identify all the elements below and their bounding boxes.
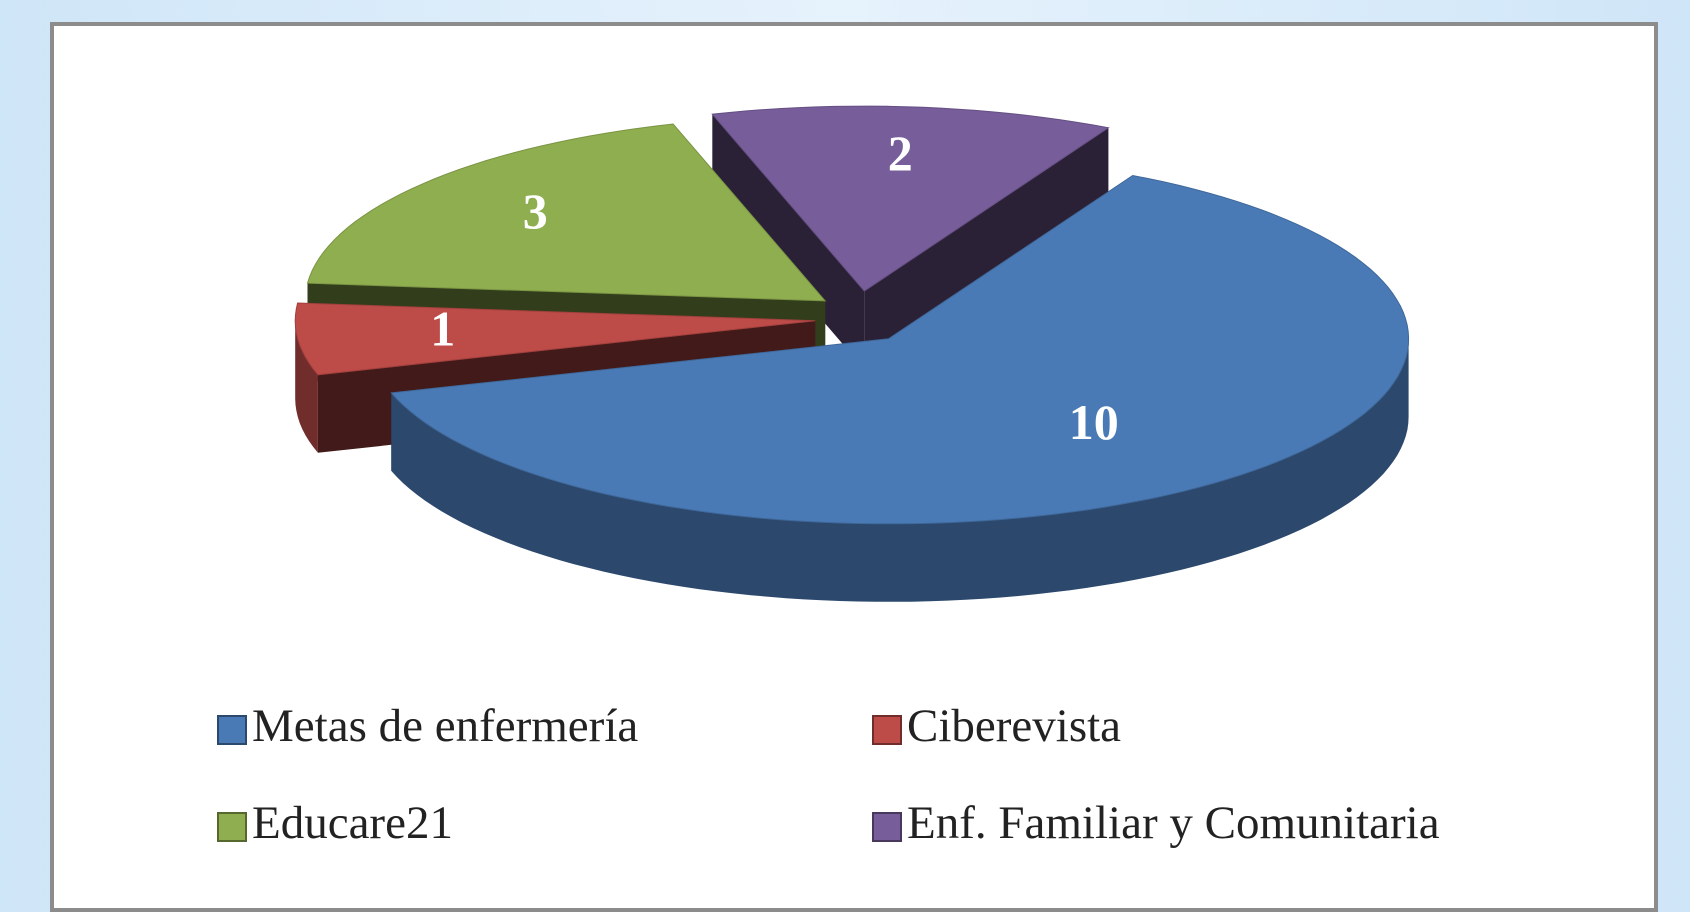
- slice-radial-wall: [712, 114, 865, 370]
- slice-top: [390, 174, 1410, 525]
- pie-slice: [711, 105, 1110, 370]
- slice-radial-wall: [864, 127, 1109, 370]
- slice-top: [306, 123, 827, 302]
- pie-slice: [390, 174, 1410, 602]
- data-label: 10: [1069, 394, 1119, 450]
- data-label: 1: [430, 301, 455, 357]
- slice-top: [294, 302, 816, 376]
- slice-top: [711, 105, 1110, 292]
- data-label: 3: [523, 183, 548, 239]
- slice-outer-wall: [391, 338, 1409, 602]
- legend-label: Enf. Familiar y Comunitaria: [907, 797, 1440, 849]
- legend-swatch: [217, 715, 247, 745]
- slice-outer-wall: [295, 320, 318, 453]
- legend-label: Metas de enfermería: [252, 700, 638, 752]
- legend-label: Educare21: [252, 797, 453, 849]
- data-label: 2: [888, 125, 913, 181]
- legend-label: Ciberevista: [907, 700, 1121, 752]
- legend-swatch: [217, 812, 247, 842]
- legend-swatch: [872, 812, 902, 842]
- legend-swatch: [872, 715, 902, 745]
